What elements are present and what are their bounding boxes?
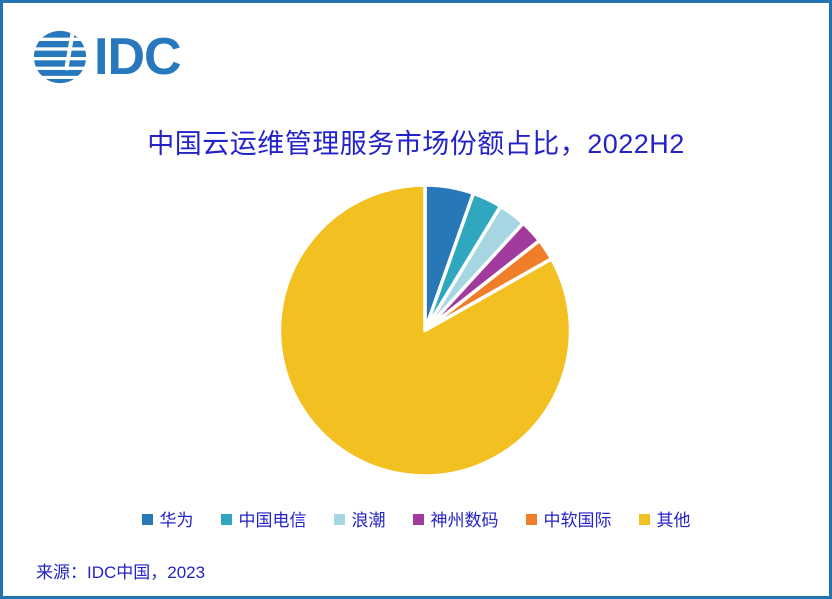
idc-logo-text: IDC bbox=[94, 28, 182, 86]
legend-item-中国电信: 中国电信 bbox=[220, 506, 307, 531]
idc-globe-icon bbox=[31, 28, 89, 84]
chart-title: 中国云运维管理服务市场份额占比，2022H2 bbox=[147, 129, 685, 159]
legend-swatch-icon bbox=[525, 514, 537, 525]
legend-label: 华为 bbox=[159, 511, 194, 530]
legend-item-神州数码: 神州数码 bbox=[412, 506, 499, 531]
legend-item-华为: 华为 bbox=[141, 506, 194, 531]
legend-swatch-icon bbox=[412, 514, 424, 525]
legend-label: 浪潮 bbox=[351, 511, 386, 530]
legend-item-中软国际: 中软国际 bbox=[525, 506, 612, 531]
legend-item-其他: 其他 bbox=[638, 506, 691, 531]
legend: 华为 中国电信 浪潮 神州数码 中软国际 其他 bbox=[3, 506, 829, 531]
legend-label: 中软国际 bbox=[543, 511, 612, 530]
legend-label: 其他 bbox=[656, 511, 691, 530]
legend-item-浪潮: 浪潮 bbox=[333, 506, 386, 531]
legend-swatch-icon bbox=[333, 514, 345, 525]
legend-label: 中国电信 bbox=[238, 511, 307, 530]
idc-logo: IDC bbox=[31, 27, 182, 87]
legend-swatch-icon bbox=[141, 514, 153, 525]
legend-label: 神州数码 bbox=[430, 511, 499, 530]
legend-swatch-icon bbox=[220, 514, 232, 525]
legend-swatch-icon bbox=[638, 514, 650, 525]
pie-slice-其他 bbox=[277, 183, 573, 478]
source-note: 来源：IDC中国，2023 bbox=[36, 563, 206, 582]
pie-chart bbox=[277, 183, 573, 478]
